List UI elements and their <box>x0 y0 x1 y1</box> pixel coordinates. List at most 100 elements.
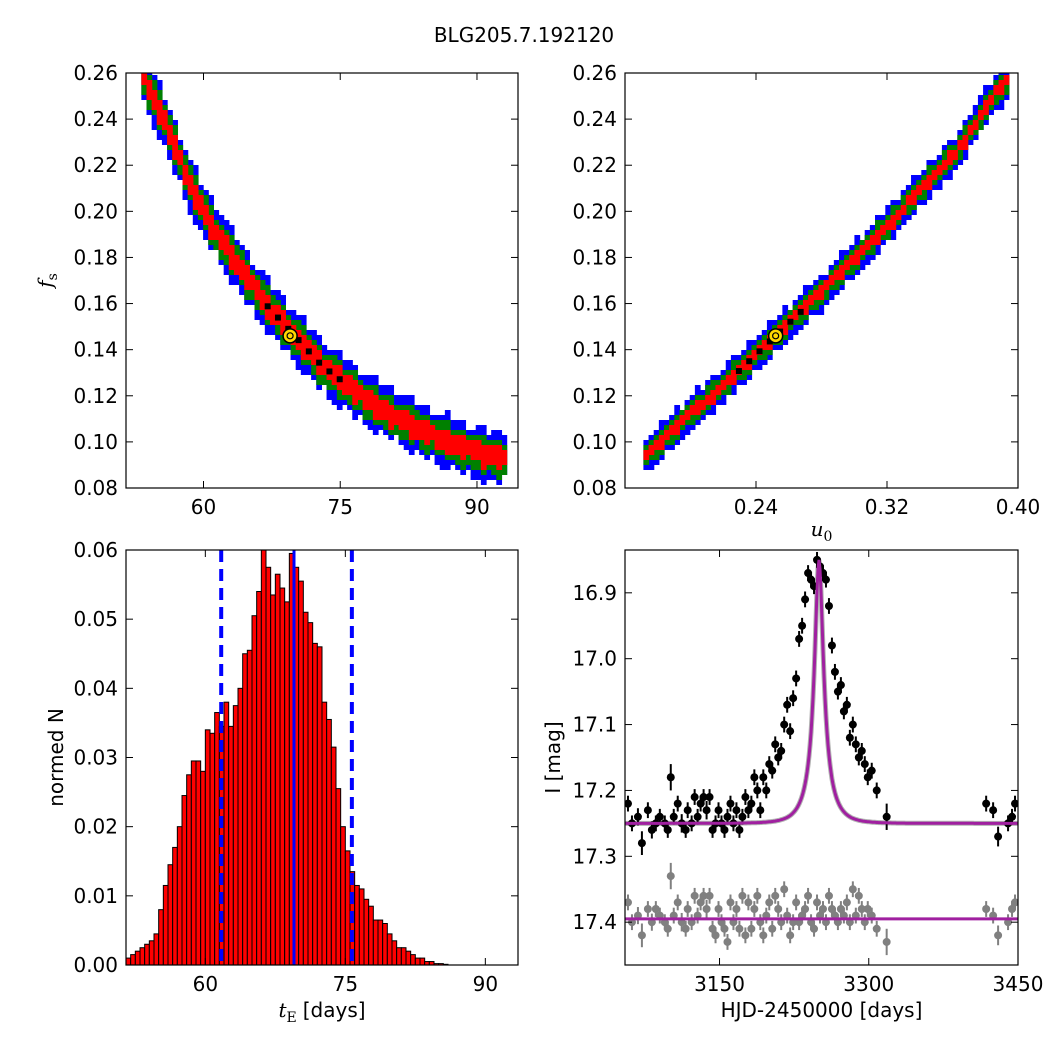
heatmap-cell-red <box>643 450 650 460</box>
heatmap-cell-red <box>398 410 405 430</box>
heatmap-cell-red <box>321 360 328 375</box>
residual-point <box>651 905 660 914</box>
heatmap-cell-red <box>998 80 1005 95</box>
histogram-bar <box>144 943 150 966</box>
residual-point <box>747 924 756 933</box>
y-tick-label: 0.26 <box>572 61 617 85</box>
residual-point <box>690 891 699 900</box>
data-point <box>759 773 768 782</box>
data-point <box>771 740 780 749</box>
histogram-bar <box>162 884 169 966</box>
residual-point <box>863 905 872 914</box>
residual-point <box>842 898 851 907</box>
heatmap-cell-red <box>838 265 845 280</box>
heatmap-cell-red <box>244 265 250 290</box>
heatmap-cell-red <box>741 360 747 370</box>
heatmap-cell-red <box>658 435 665 450</box>
heatmap-cell-red <box>223 235 230 255</box>
histogram-bar <box>316 646 323 966</box>
residual-point <box>982 905 991 914</box>
residual-point <box>818 905 827 914</box>
histogram-bar <box>372 919 379 966</box>
heatmap-cell-red <box>455 435 461 455</box>
heatmap-cells <box>141 73 508 485</box>
histogram-bar <box>125 957 132 966</box>
data-points <box>625 551 1018 855</box>
heatmap-cell-red <box>377 400 384 420</box>
x-tick-label: 3150 <box>694 972 745 996</box>
data-point <box>750 773 759 782</box>
heatmap-cell-red <box>926 175 933 190</box>
histogram-bar <box>344 850 351 966</box>
heatmap-cell-red <box>172 135 178 160</box>
data-point <box>753 786 762 795</box>
heatmap-cell-red <box>372 395 379 420</box>
histogram-bar <box>386 933 393 966</box>
heatmap-cell-red <box>151 90 158 110</box>
y-axis-label: normed N <box>44 708 68 807</box>
histogram-bar <box>312 642 318 966</box>
residual-point <box>753 891 762 900</box>
heatmap-cell-red <box>921 180 928 190</box>
data-point <box>714 806 723 815</box>
histogram-bar <box>307 622 314 966</box>
heatmap-cell-red <box>679 415 686 425</box>
data-point <box>693 812 702 821</box>
residual-point <box>882 937 891 946</box>
heatmap-cell-black <box>735 368 742 375</box>
y-axis-label: I [mag] <box>541 721 565 793</box>
residual-point <box>683 905 692 914</box>
heatmap-cell-red <box>444 430 451 455</box>
x-axis-unit: [days] <box>303 998 366 1022</box>
data-point <box>756 806 765 815</box>
heatmap-cell-red <box>947 150 953 165</box>
data-point <box>738 812 747 821</box>
y-tick-label: 0.16 <box>572 292 617 316</box>
data-point <box>702 806 711 815</box>
y-tick-label: 0.00 <box>73 953 118 977</box>
heatmap-cell-red <box>823 280 830 290</box>
heatmap-cell-red <box>1003 75 1010 85</box>
axes-frame <box>624 72 1019 489</box>
heatmap-cell-red <box>828 275 835 285</box>
histogram-bar <box>237 687 244 966</box>
heatmap-cell-red <box>653 440 660 450</box>
residual-point <box>738 891 747 900</box>
heatmap-cell-red <box>403 410 410 430</box>
heatmap-cell-red <box>911 190 917 205</box>
panel-te-histogram: 60 75 90 0.00 0.01 0.02 0.03 0.04 0.05 0.06 normed… <box>44 538 519 1026</box>
heatmap-cell-red <box>869 235 876 245</box>
heatmap-cell-red <box>341 375 348 395</box>
figure-title: BLG205.7.192120 <box>434 23 614 47</box>
light-curve-plot <box>625 551 1018 956</box>
heatmap-cell-red <box>977 110 984 120</box>
data-point <box>780 720 789 729</box>
data-point <box>872 786 881 795</box>
histogram-bar <box>228 725 234 966</box>
data-point <box>1011 799 1018 808</box>
heatmap-cell-red <box>167 125 173 145</box>
histogram-bar <box>176 826 183 966</box>
y-tick-label: 0.04 <box>73 676 118 700</box>
histogram-bar <box>377 919 384 966</box>
residual-point <box>663 924 672 933</box>
residual-point <box>637 931 646 940</box>
residual-point <box>702 905 711 914</box>
heatmap-cell-red <box>311 345 317 365</box>
histogram-bar <box>200 770 206 966</box>
heatmap-cell-red <box>480 445 487 470</box>
data-point <box>762 786 771 795</box>
heatmap-cell-red <box>931 170 938 180</box>
heatmap-cell-black <box>264 303 271 310</box>
heatmap-cell-red <box>895 210 902 220</box>
data-point <box>827 641 836 650</box>
heatmap-cell-red <box>818 285 825 300</box>
y-tick-label: 0.22 <box>572 153 617 177</box>
heatmap-cell-red <box>249 275 256 290</box>
heatmap-cell-red <box>491 445 497 465</box>
data-point <box>867 766 876 775</box>
data-point <box>647 825 656 834</box>
residual-point <box>732 905 741 914</box>
heatmap-cell-red <box>710 390 717 405</box>
data-point <box>792 674 801 683</box>
